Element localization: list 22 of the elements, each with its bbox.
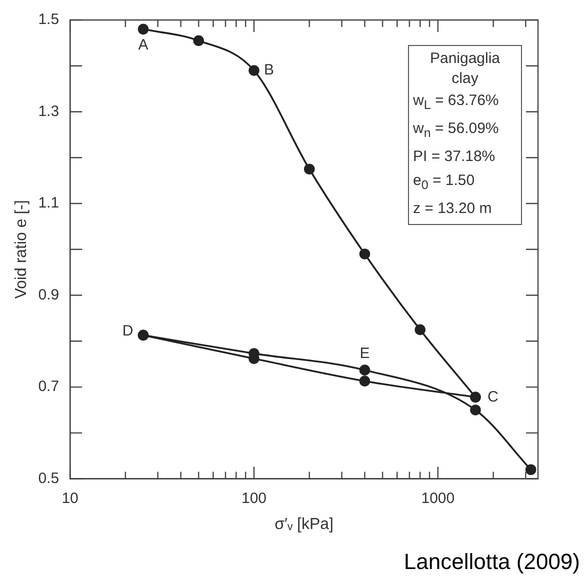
y-tick-label: 1.5 [38,11,60,28]
x-tick-label: 10 [62,490,78,507]
y-tick-label: 1.3 [38,102,60,120]
x-axis-title: σ′ᵥ [kPa] [274,516,334,533]
y-tick-label: 0.5 [38,470,60,487]
annotation: PI = 37.18% [413,147,496,167]
text: Lancellotta (2009) [404,549,580,575]
x-tick-label: 1000 [421,490,455,507]
annotation: w$_{L}$ = 63.76% [413,91,500,114]
annotation: B [264,62,274,79]
x-tick-label: 100 [241,490,267,507]
y-tick-label: 1.1 [38,194,60,212]
annotation: z = 13.20 m [413,199,493,219]
annotation: w$_{n}$ = 56.09% [413,119,500,142]
y-axis-title: Void ratio e [-] [13,200,30,299]
annotation: C [487,388,498,406]
y-tick-label: 0.9 [38,286,60,304]
y-tick-label: 0.7 [38,378,60,396]
annotation: A [138,36,148,54]
annotation: D [122,322,134,340]
annotation: E [360,345,370,362]
annotation: e$_{0}$ = 1.50 [413,171,476,194]
